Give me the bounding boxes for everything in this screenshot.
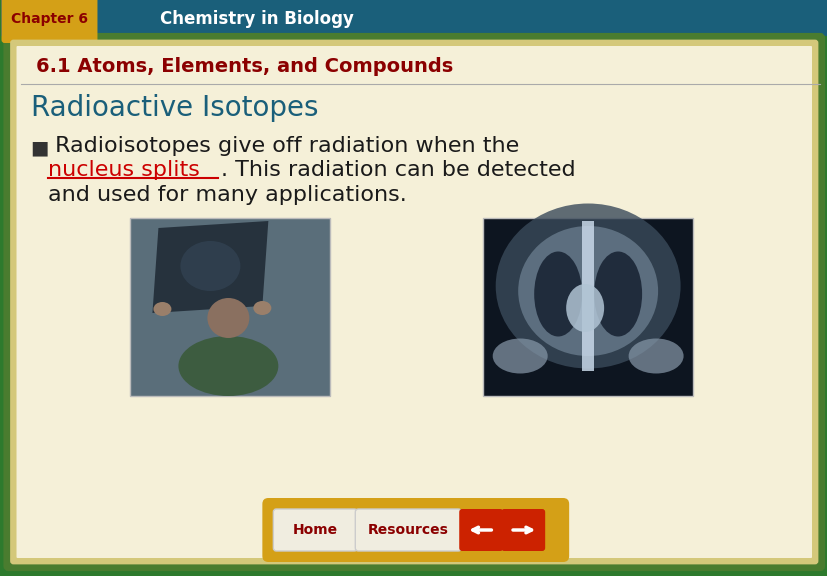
Text: ■: ■	[31, 138, 49, 157]
FancyBboxPatch shape	[273, 509, 357, 551]
Ellipse shape	[495, 203, 680, 369]
Bar	[483, 218, 692, 396]
Ellipse shape	[533, 252, 581, 336]
Text: nucleus splits: nucleus splits	[49, 160, 200, 180]
Ellipse shape	[628, 339, 683, 373]
Ellipse shape	[518, 226, 657, 356]
Text: Home: Home	[293, 523, 337, 537]
Ellipse shape	[594, 252, 642, 336]
Text: Radioactive Isotopes: Radioactive Isotopes	[31, 94, 318, 122]
Ellipse shape	[492, 339, 547, 373]
Text: Resources: Resources	[367, 523, 448, 537]
Text: Radioisotopes give off radiation when the: Radioisotopes give off radiation when th…	[49, 136, 519, 156]
Text: Chapter 6: Chapter 6	[11, 12, 88, 26]
Text: Chemistry in Biology: Chemistry in Biology	[160, 10, 354, 28]
Polygon shape	[152, 221, 268, 313]
Bar	[1, 0, 827, 36]
Ellipse shape	[178, 336, 278, 396]
Text: . This radiation can be detected: . This radiation can be detected	[221, 160, 576, 180]
Text: 6.1 Atoms, Elements, and Compounds: 6.1 Atoms, Elements, and Compounds	[36, 56, 452, 75]
FancyBboxPatch shape	[500, 509, 544, 551]
FancyBboxPatch shape	[262, 498, 568, 562]
Ellipse shape	[180, 241, 240, 291]
FancyBboxPatch shape	[355, 509, 461, 551]
FancyBboxPatch shape	[2, 0, 98, 43]
FancyBboxPatch shape	[6, 35, 822, 569]
FancyBboxPatch shape	[12, 41, 816, 563]
FancyBboxPatch shape	[459, 509, 503, 551]
Bar	[581, 221, 594, 371]
Bar	[131, 218, 330, 396]
FancyBboxPatch shape	[17, 46, 811, 558]
Text: and used for many applications.: and used for many applications.	[49, 185, 407, 205]
Ellipse shape	[153, 302, 171, 316]
Ellipse shape	[566, 284, 604, 332]
Ellipse shape	[253, 301, 271, 315]
Ellipse shape	[207, 298, 249, 338]
